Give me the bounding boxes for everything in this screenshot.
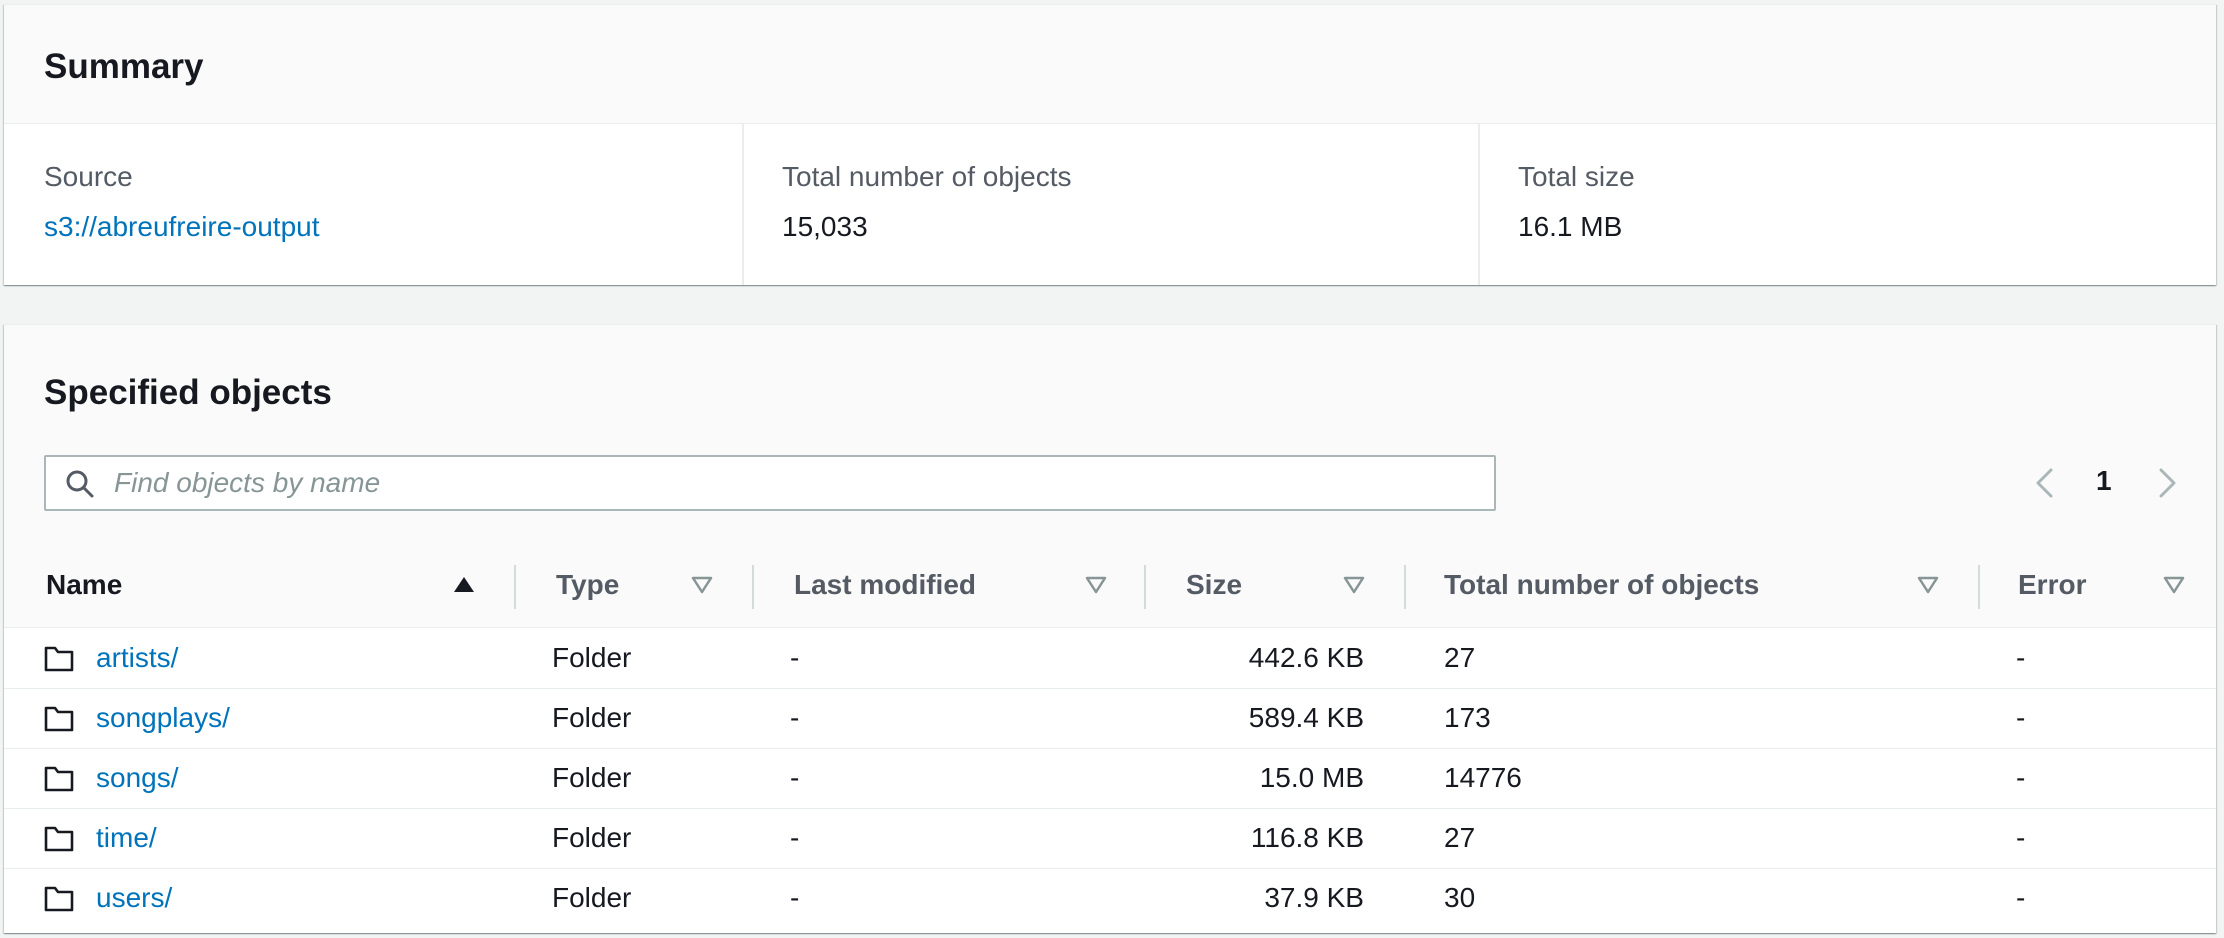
folder-icon <box>44 886 74 912</box>
object-name-link[interactable]: time/ <box>96 822 157 853</box>
column-label-size: Size <box>1186 569 1243 600</box>
cell-total-objects: 27 <box>1444 822 1476 853</box>
cell-type: Folder <box>552 642 632 673</box>
cell-size: 589.4 KB <box>1248 702 1364 733</box>
table-row: users/ Folder - 37.9 KB 30 - <box>4 868 2216 928</box>
total-size-label: Total size <box>1518 161 1635 192</box>
cell-error: - <box>2016 702 2026 733</box>
cell-last-modified: - <box>790 762 800 793</box>
table-row: songplays/ Folder - 589.4 KB 173 - <box>4 688 2216 749</box>
folder-icon <box>44 646 74 672</box>
object-name-link[interactable]: songs/ <box>96 762 179 793</box>
sort-descending-icon <box>1343 576 1365 594</box>
cell-total-objects: 173 <box>1444 702 1491 733</box>
chevron-right-icon[interactable] <box>2146 463 2186 503</box>
cell-size: 442.6 KB <box>1248 642 1364 673</box>
cell-last-modified: - <box>790 822 800 853</box>
column-header-name[interactable]: Name <box>4 543 514 627</box>
sort-descending-icon <box>691 576 713 594</box>
cell-total-objects: 14776 <box>1444 762 1522 793</box>
cell-error: - <box>2016 822 2026 853</box>
table-row: songs/ Folder - 15.0 MB 14776 - <box>4 748 2216 809</box>
summary-source: Source s3://abreufreire-output <box>44 123 744 285</box>
search-icon <box>66 470 94 498</box>
summary-object-count: Total number of objects 15,033 <box>742 123 1480 285</box>
table-header: Name Type Last modified Size <box>4 543 2216 628</box>
sort-descending-icon <box>1917 576 1939 594</box>
column-divider <box>1404 565 1406 609</box>
summary-panel: Summary Source s3://abreufreire-output T… <box>4 4 2216 285</box>
column-label-total-objects: Total number of objects <box>1444 569 1760 600</box>
summary-total-size: Total size 16.1 MB <box>1478 123 2216 285</box>
object-name-link[interactable]: songplays/ <box>96 702 230 733</box>
folder-icon <box>44 826 74 852</box>
objects-title: Specified objects <box>44 373 332 412</box>
object-name-link[interactable]: artists/ <box>96 642 179 673</box>
table-row: artists/ Folder - 442.6 KB 27 - <box>4 628 2216 689</box>
page-number[interactable]: 1 <box>2096 465 2112 496</box>
cell-error: - <box>2016 642 2026 673</box>
folder-icon <box>44 706 74 732</box>
source-link[interactable]: s3://abreufreire-output <box>44 211 320 242</box>
column-label-type: Type <box>556 569 620 600</box>
search-input[interactable] <box>114 457 1484 509</box>
sort-descending-icon <box>1085 576 1107 594</box>
summary-title: Summary <box>44 47 204 86</box>
column-header-error[interactable]: Error <box>1980 543 2216 627</box>
sort-descending-icon <box>2163 576 2185 594</box>
cell-total-objects: 27 <box>1444 642 1476 673</box>
cell-size: 37.9 KB <box>1264 882 1364 913</box>
column-divider <box>1978 565 1980 609</box>
specified-objects-panel: Specified objects 1 Name Type <box>4 324 2216 933</box>
cell-last-modified: - <box>790 702 800 733</box>
column-label-last-modified: Last modified <box>794 569 977 600</box>
column-label-name: Name <box>46 569 123 600</box>
folder-icon <box>44 766 74 792</box>
source-label: Source <box>44 161 133 192</box>
table-body: artists/ Folder - 442.6 KB 27 - songplay… <box>4 628 2216 928</box>
table-row: time/ Folder - 116.8 KB 27 - <box>4 808 2216 869</box>
object-count-label: Total number of objects <box>782 161 1072 192</box>
column-divider <box>752 565 754 609</box>
cell-error: - <box>2016 882 2026 913</box>
search-box[interactable] <box>44 455 1496 511</box>
cell-type: Folder <box>552 822 632 853</box>
column-header-type[interactable]: Type <box>516 543 752 627</box>
objects-header: Specified objects 1 <box>4 325 2216 544</box>
cell-type: Folder <box>552 762 632 793</box>
sort-ascending-icon <box>454 577 474 592</box>
object-name-link[interactable]: users/ <box>96 882 173 913</box>
cell-size: 116.8 KB <box>1250 822 1364 853</box>
cell-error: - <box>2016 762 2026 793</box>
column-label-error: Error <box>2018 569 2087 600</box>
object-count-value: 15,033 <box>782 211 868 242</box>
chevron-left-icon[interactable] <box>2026 463 2066 503</box>
cell-size: 15.0 MB <box>1259 762 1364 793</box>
cell-last-modified: - <box>790 642 800 673</box>
cell-last-modified: - <box>790 882 800 913</box>
cell-type: Folder <box>552 882 632 913</box>
column-header-last-modified[interactable]: Last modified <box>754 543 1144 627</box>
column-header-size[interactable]: Size <box>1146 543 1404 627</box>
cell-total-objects: 30 <box>1444 882 1476 913</box>
column-divider <box>514 565 516 609</box>
column-header-total-objects[interactable]: Total number of objects <box>1406 543 1978 627</box>
column-divider <box>1144 565 1146 609</box>
total-size-value: 16.1 MB <box>1518 211 1623 242</box>
summary-header: Summary <box>4 5 2216 124</box>
cell-type: Folder <box>552 702 632 733</box>
